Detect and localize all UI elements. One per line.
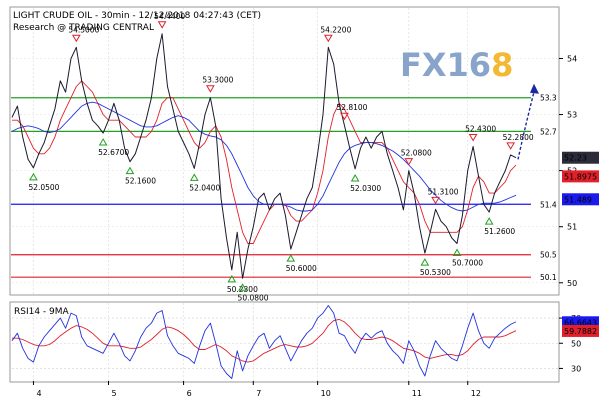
x-axis: 4 5 6 7 10 11 12 bbox=[32, 381, 481, 398]
projection-arrow bbox=[517, 83, 539, 160]
x-tick-label: 5 bbox=[112, 389, 117, 398]
projection-arrowhead-icon bbox=[530, 83, 539, 94]
low-marker-icon bbox=[420, 258, 430, 266]
level-label: 52.7 bbox=[540, 127, 557, 136]
y-tick-label: 54 bbox=[567, 54, 577, 63]
low-marker-icon bbox=[286, 254, 296, 262]
price-tag-box bbox=[562, 170, 599, 183]
price-grid bbox=[12, 8, 559, 294]
low-marker-icon bbox=[29, 172, 38, 181]
price-panel-frame bbox=[9, 6, 560, 296]
low-marker-icon bbox=[189, 173, 199, 181]
low-label: 52.0400 bbox=[189, 183, 220, 192]
high-marker-icon bbox=[468, 134, 478, 142]
high-marker-icon bbox=[506, 142, 516, 150]
rsi-tag-box bbox=[562, 324, 599, 337]
chart-subtitle: Research @ TRADING CENTRAL bbox=[13, 23, 154, 33]
watermark-fx: FX bbox=[400, 46, 447, 84]
high-label: 52.4300 bbox=[465, 125, 496, 134]
rsi-title: RSI14 - 9MA bbox=[14, 307, 70, 317]
level-label: 50.1 bbox=[540, 273, 557, 282]
price-tag-label: 52.23 bbox=[564, 154, 587, 163]
high-label: 53.3000 bbox=[202, 76, 233, 85]
y-tick-label: 50 bbox=[567, 279, 577, 288]
high-label: 52.8100 bbox=[336, 103, 367, 112]
level-label: 53.3 bbox=[540, 94, 557, 103]
level-label: 51.4 bbox=[540, 200, 557, 209]
x-tick-label: 11 bbox=[412, 389, 422, 398]
low-marker-icon bbox=[98, 138, 108, 146]
high-label: 51.3100 bbox=[428, 187, 459, 196]
x-tick-label: 6 bbox=[187, 389, 192, 398]
rsi-tag-label: 66.6643 bbox=[564, 318, 597, 327]
price-tag-label: 51.8975 bbox=[564, 172, 597, 181]
low-marker-icon bbox=[227, 274, 237, 283]
high-marker-icon bbox=[71, 34, 81, 43]
rsi-series-rsi14-line bbox=[11, 305, 517, 379]
x-tick-label: 7 bbox=[256, 389, 261, 398]
rsi-panel-frame bbox=[9, 301, 560, 383]
watermark-16: 16 bbox=[447, 46, 492, 84]
high-marker-icon bbox=[340, 112, 349, 121]
low-marker-icon bbox=[350, 173, 360, 182]
rsi-series-9ma-line bbox=[12, 318, 517, 363]
x-tick-label: 10 bbox=[321, 389, 331, 398]
low-label: 50.0800 bbox=[238, 293, 269, 302]
low-label: 50.5300 bbox=[420, 268, 451, 277]
series-layer bbox=[11, 33, 517, 279]
low-marker-icon bbox=[452, 248, 462, 257]
low-marker-icon bbox=[125, 166, 135, 175]
low-label: 50.2300 bbox=[227, 285, 258, 294]
series-price-line bbox=[11, 33, 517, 279]
high-label: 54.2200 bbox=[320, 25, 351, 34]
rsi-tag-label: 59.7882 bbox=[564, 327, 597, 336]
rsi-grid bbox=[12, 303, 559, 381]
y-tick-label: 53 bbox=[567, 111, 577, 120]
high-label: 54.5000 bbox=[68, 25, 99, 34]
watermark-8: 8 bbox=[491, 46, 513, 84]
y-tick-label: 51 bbox=[567, 223, 577, 232]
x-tick-label: 4 bbox=[36, 389, 41, 398]
low-label: 50.6000 bbox=[286, 264, 317, 273]
high-marker-icon bbox=[431, 196, 440, 205]
rsi-tick-label: 50 bbox=[571, 339, 581, 348]
price-tag-label: 51.489 bbox=[564, 195, 592, 204]
high-marker-icon bbox=[157, 21, 167, 29]
high-marker-icon bbox=[404, 158, 414, 166]
low-label: 52.0500 bbox=[28, 183, 59, 192]
high-marker-icon bbox=[206, 85, 215, 93]
series-ma-fast-line bbox=[12, 80, 517, 244]
price-tag-box bbox=[562, 151, 599, 164]
low-label: 52.0300 bbox=[350, 184, 381, 193]
x-tick-label: 12 bbox=[471, 389, 481, 398]
projection-arrow-path bbox=[517, 91, 535, 160]
rsi-layer bbox=[11, 305, 517, 379]
rsi-tick-label: 30 bbox=[571, 364, 581, 373]
low-marker-icon bbox=[238, 283, 247, 291]
chart-title: LIGHT CRUDE OIL - 30min - 12/12/2018 04:… bbox=[13, 11, 261, 21]
low-label: 51.2600 bbox=[484, 227, 515, 236]
high-label: 52.2800 bbox=[503, 133, 534, 142]
series-ma-slow-line bbox=[11, 101, 517, 212]
price-tag-box bbox=[562, 193, 599, 206]
markers-layer: 54.5000 54.4400 53.3000 54.2200 52.8100 52.08… bbox=[28, 12, 533, 303]
level-label: 50.5 bbox=[540, 251, 557, 260]
watermark: FX168 bbox=[400, 46, 513, 84]
low-label: 52.1600 bbox=[125, 177, 156, 186]
high-label: 54.4400 bbox=[154, 12, 185, 21]
low-marker-icon bbox=[484, 217, 494, 225]
high-label: 52.0800 bbox=[401, 149, 432, 158]
watermark-text: FX168 bbox=[400, 46, 513, 84]
low-label: 50.7000 bbox=[452, 259, 483, 268]
high-marker-icon bbox=[323, 34, 333, 43]
low-label: 52.6700 bbox=[98, 148, 129, 157]
